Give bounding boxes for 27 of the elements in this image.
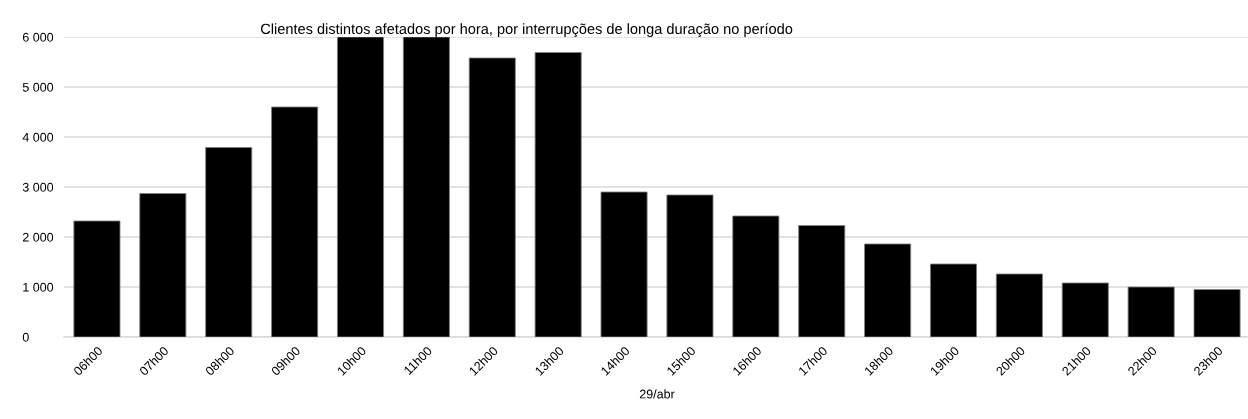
bar <box>402 37 450 337</box>
bar <box>271 106 319 337</box>
bar <box>205 147 253 337</box>
y-tick-label: 3 000 <box>22 182 54 192</box>
bar <box>534 52 582 337</box>
y-tick-label: 6 000 <box>22 32 54 42</box>
bar <box>930 263 977 337</box>
bar <box>1193 289 1241 337</box>
bar <box>995 273 1043 337</box>
bar <box>798 225 846 337</box>
bar <box>337 37 384 337</box>
bar <box>864 243 912 337</box>
y-tick-label: 5 000 <box>22 82 54 92</box>
bar <box>732 215 780 337</box>
bar <box>1127 286 1175 337</box>
bar <box>1061 282 1109 337</box>
bar <box>600 191 648 337</box>
bar <box>73 220 121 337</box>
chart-title: Clientes distintos afetados por hora, por interrupções de longa duração no período <box>260 23 793 37</box>
y-tick-label: 0 <box>22 332 29 342</box>
y-tick-label: 1 000 <box>23 282 54 292</box>
y-tick-label: 4 000 <box>22 132 54 142</box>
bar <box>468 57 516 337</box>
bar <box>139 193 187 337</box>
bar <box>666 194 714 337</box>
y-tick-label: 2 000 <box>22 232 54 242</box>
x-axis-title: 29/abr <box>639 389 675 399</box>
